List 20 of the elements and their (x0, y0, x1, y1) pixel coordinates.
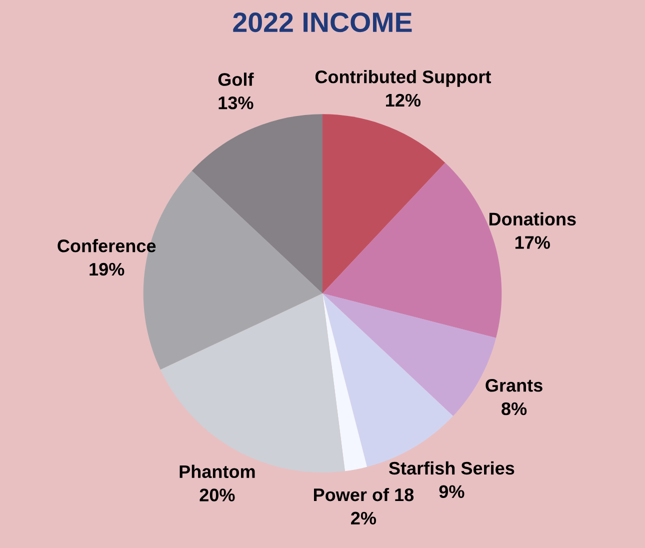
slice-label: Phantom (180, 464, 255, 478)
data-label: 13% (218, 96, 254, 110)
slice-label: Starfish Series (388, 461, 514, 475)
slice-label: Golf (218, 72, 254, 86)
slice-label: Grants (486, 379, 542, 392)
pie-slice (322, 114, 446, 294)
data-label: 8% (502, 402, 527, 416)
data-label: 19% (90, 262, 124, 276)
data-label: 9% (439, 485, 464, 498)
slice-label: Power of 18 (314, 488, 414, 502)
data-label: 12% (386, 94, 421, 107)
data-label: 2% (351, 512, 376, 525)
data-label: 20% (200, 488, 235, 502)
chart-title: 2022 INCOME (233, 12, 412, 32)
pie-slice (322, 293, 368, 472)
data-label: 17% (515, 236, 550, 249)
slice-label: Contributed Support (315, 70, 492, 87)
pie-slice (192, 114, 322, 294)
slice-label: Conference (58, 239, 156, 252)
slice-label: Donations (489, 212, 576, 226)
